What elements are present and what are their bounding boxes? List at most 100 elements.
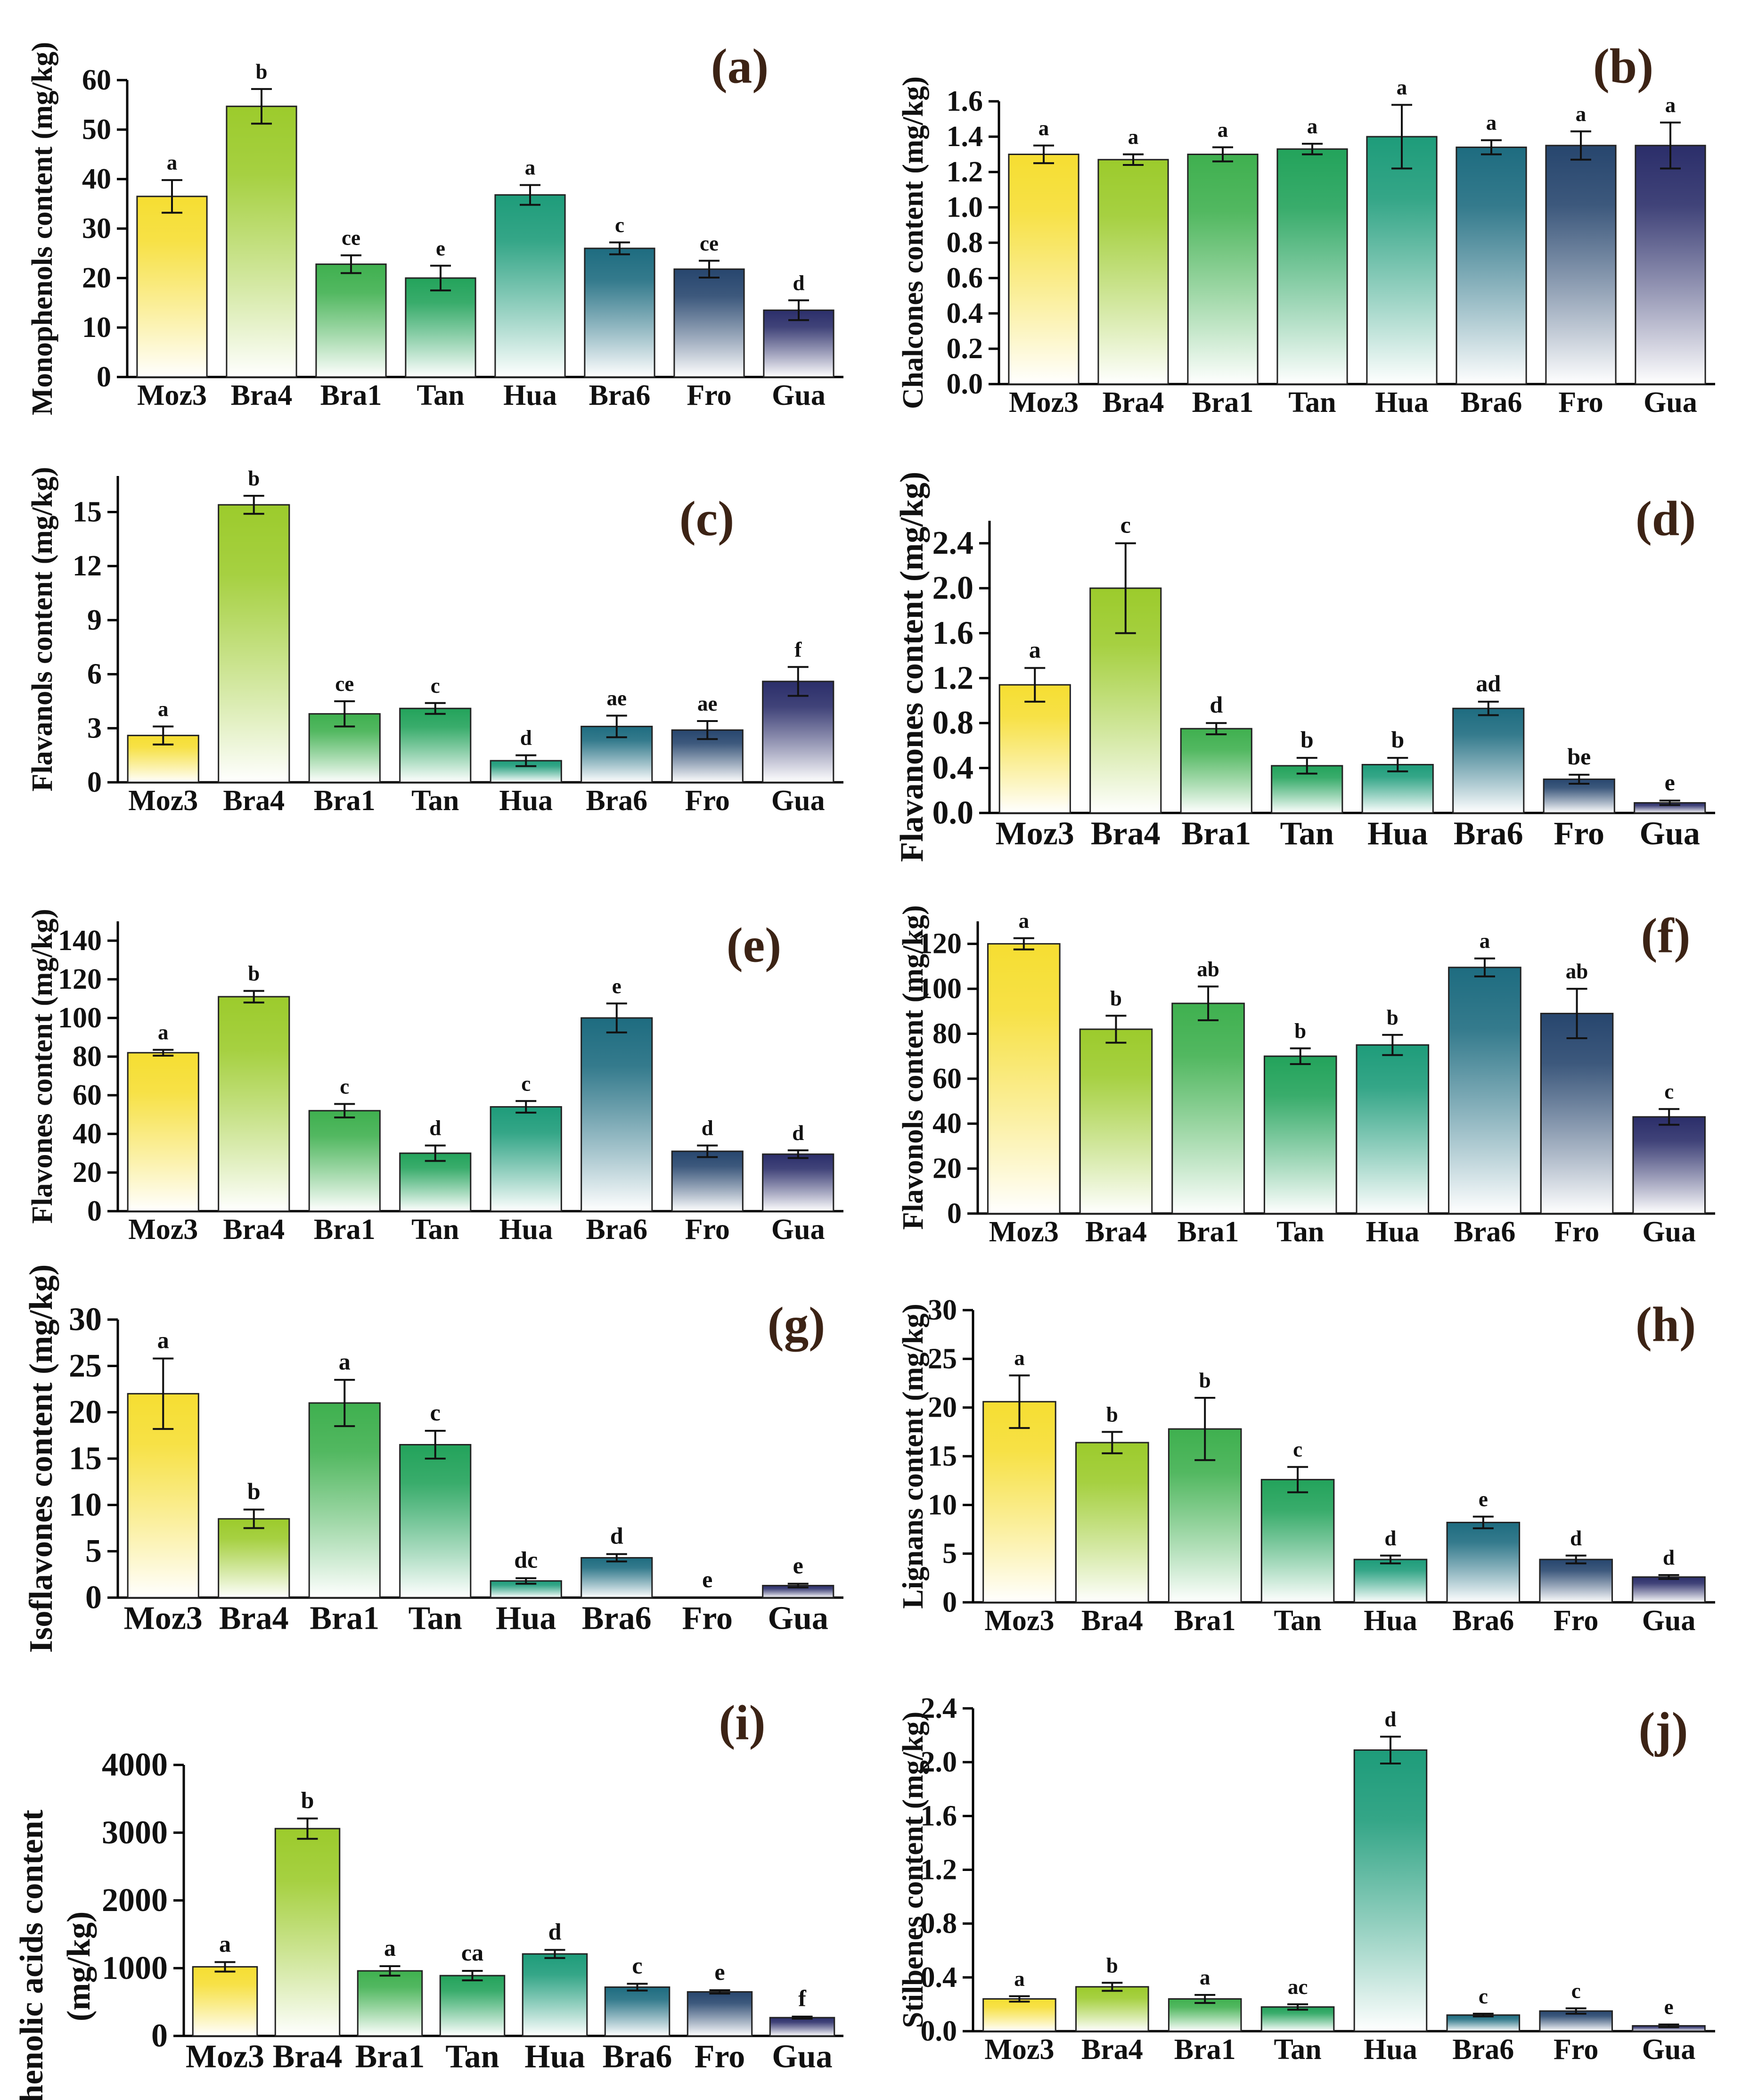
y-tick-label: 0.4 [921, 1961, 957, 1993]
bar-moz3 [987, 943, 1061, 1214]
y-tick-label: 20 [69, 1394, 102, 1430]
significance-letter: e [702, 1566, 712, 1592]
significance-letter: ae [697, 692, 717, 715]
bar-fro [1540, 1013, 1614, 1214]
bar-tan [399, 707, 472, 783]
y-tick-label: 5 [942, 1538, 957, 1570]
bar-gua [1635, 145, 1706, 385]
y-tick-label: 40 [73, 1118, 102, 1150]
y-tick-label: 30 [928, 1294, 957, 1326]
error-bar [1387, 757, 1408, 772]
error-bar [1380, 1735, 1401, 1765]
significance-letter: c [1293, 1438, 1302, 1461]
x-tick-label: Gua [771, 1214, 825, 1246]
error-bar [297, 1817, 318, 1840]
panel-label: (f) [1641, 908, 1691, 963]
significance-letter: ab [1566, 960, 1588, 983]
panel-label: (i) [719, 1695, 765, 1750]
significance-letter: a [158, 1021, 169, 1044]
significance-letter: d [1384, 1707, 1396, 1731]
bar-bra6 [581, 1557, 653, 1599]
bar-tan [1260, 2006, 1335, 2032]
significance-letter: d [429, 1116, 441, 1140]
x-tick-label: Fro [687, 379, 731, 411]
error-bar [1659, 799, 1680, 806]
error-bar [243, 1509, 264, 1529]
bar-moz3 [982, 1401, 1056, 1603]
y-tick-label: 20 [932, 1153, 962, 1185]
bar-moz3 [136, 196, 208, 378]
significance-letter: ae [607, 687, 627, 710]
significance-letter: d [520, 726, 532, 750]
x-tick-label: Hua [1367, 816, 1428, 852]
bar-moz3 [998, 684, 1071, 814]
bar-bra4 [226, 106, 297, 378]
significance-letter: c [1571, 1979, 1581, 2002]
error-bar [153, 1049, 174, 1057]
bar-bra6 [584, 247, 655, 378]
significance-letter: b [1294, 1019, 1306, 1042]
error-bar [1212, 146, 1233, 163]
error-bar [153, 725, 174, 746]
panel-label: (e) [727, 918, 782, 973]
significance-letter: a [1014, 1967, 1025, 1991]
y-tick-label: 30 [82, 213, 111, 245]
y-tick-label: 2.4 [921, 1692, 957, 1724]
y-tick-label: 12 [73, 550, 102, 582]
significance-letter: e [793, 1552, 803, 1579]
significance-letter: e [436, 237, 445, 260]
y-tick-label: 60 [82, 64, 111, 96]
bar-bra6 [1446, 1522, 1521, 1603]
significance-letter: d [610, 1523, 623, 1549]
significance-letter: b [255, 60, 267, 83]
error-bar [787, 1583, 809, 1589]
significance-letter: e [714, 1959, 725, 1985]
x-tick-label: Bra4 [219, 1600, 289, 1637]
y-tick-label: 100 [58, 1002, 102, 1034]
significance-letter: a [167, 151, 178, 174]
significance-letter: a [157, 1327, 169, 1354]
bar-gua [1632, 1116, 1706, 1214]
y-tick-label: 0.0 [947, 368, 983, 400]
significance-letter: a [1019, 909, 1030, 933]
x-tick-label: Gua [1640, 816, 1700, 852]
error-bar [1123, 153, 1144, 166]
bar-moz3 [127, 1052, 199, 1212]
error-bar [1478, 700, 1499, 716]
error-bar [1102, 1431, 1123, 1454]
bar-bra4 [218, 1518, 290, 1599]
bar-gua [762, 681, 834, 783]
error-bar [1105, 1015, 1127, 1044]
y-tick-label: 1.6 [932, 615, 974, 651]
y-tick-label: 40 [82, 163, 111, 195]
y-tick-label: 10 [69, 1487, 102, 1523]
error-bar [334, 700, 355, 728]
bar-bra1 [1171, 1002, 1245, 1214]
x-tick-label: Moz3 [984, 1605, 1054, 1637]
bar-bra1 [357, 1970, 423, 2037]
error-bar [1102, 1982, 1123, 1992]
x-tick-label: Bra6 [589, 379, 651, 411]
error-bar [153, 1357, 174, 1430]
error-bar [1290, 1047, 1311, 1065]
bar-bra6 [1448, 967, 1521, 1214]
significance-letter: a [1665, 93, 1676, 117]
y-tick-label: 4000 [102, 1747, 168, 1783]
y-tick-label: 10 [928, 1489, 957, 1521]
significance-letter: b [1110, 986, 1122, 1010]
bar-hua [1353, 1559, 1428, 1603]
error-bar [627, 1983, 648, 1992]
error-bar [697, 1144, 718, 1158]
error-bar [787, 666, 809, 697]
bar-hua [522, 1953, 588, 2037]
y-tick-label: 2.0 [921, 1746, 957, 1778]
significance-letter: e [612, 974, 622, 998]
significance-letter: c [1479, 1985, 1488, 2008]
y-tick-label: 0 [97, 361, 111, 393]
error-bar [1024, 667, 1046, 703]
y-tick-label: 140 [58, 925, 102, 957]
bar-moz3 [982, 1998, 1056, 2032]
significance-letter: e [1664, 1995, 1674, 2019]
bar-moz3 [1008, 154, 1080, 385]
bar-bra6 [1456, 147, 1527, 385]
